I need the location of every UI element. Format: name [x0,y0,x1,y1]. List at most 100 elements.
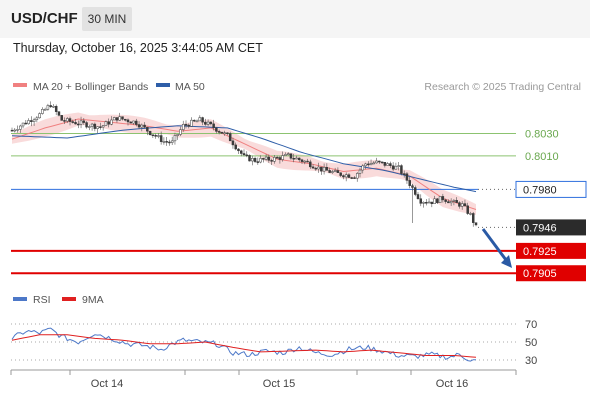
candle-body [297,157,301,161]
candle-body [65,118,69,122]
candle-body [193,119,196,122]
support-label-box [516,242,586,259]
candle-body [143,124,146,128]
candle-body [118,116,121,121]
resistance-label: 0.8010 [525,151,559,163]
candle-body [228,133,232,142]
level-lines [11,133,516,275]
candle-body [422,202,425,204]
rsi-ma-line [11,334,477,358]
candle-body [248,155,251,162]
forecast-arrow [481,228,512,268]
candle-body [322,167,326,172]
candle-body [394,165,398,170]
rsi-tick-label: 70 [525,319,537,331]
candle-body [386,163,389,166]
candle-body [209,121,213,125]
candle-body [383,162,387,166]
candle-body [101,125,105,128]
candle-body [132,120,135,124]
candle-body [16,129,19,131]
level-labels: 0.8030 0.8010 0.7980 0.7946 0.7925 0.7905 [515,129,587,282]
candle-body [303,160,307,163]
candle-body [231,140,235,146]
candle-body [438,196,442,203]
candle-body [77,123,80,126]
candle-body [286,153,290,155]
ma20-legend-swatch [13,83,27,87]
pivot-label: 0.7980 [523,184,557,196]
candle-body [317,166,320,170]
candle-body [90,123,94,127]
rsi-legend-label: RSI [33,294,51,306]
forecast-arrow-head [501,255,512,268]
candle-body [262,158,265,160]
candle-body [21,122,25,127]
candle-body [353,177,356,179]
candle-body [123,118,127,121]
candle-body [378,160,381,163]
rsi-grid: 70 50 30 [11,319,537,367]
candle-body [427,201,431,204]
candle-body [380,161,384,164]
candle-body [372,162,376,165]
candle-body [355,173,359,179]
candle-body [148,130,152,135]
candle-body [234,144,237,150]
candle-body [358,169,362,174]
candle-body [126,119,130,123]
candle-body [284,154,287,156]
candle-body [32,119,36,122]
candle-body [416,194,420,199]
candle-body [460,203,464,207]
candle-body [206,121,210,125]
candle-body [24,122,28,125]
candle-body [195,120,199,123]
candle-body [173,135,177,142]
candle-body [350,177,353,179]
candle-body [217,131,221,133]
x-axis-tick-label: Oct 16 [436,378,468,390]
candle-body [135,120,138,125]
candle-body [212,123,215,129]
candle-body [469,213,472,215]
support-label-box [516,265,586,282]
candle-body [314,167,318,170]
candle-body [159,135,163,142]
timeframe-button[interactable]: 30 MIN [82,7,132,31]
candle-body [405,173,409,181]
bollinger-bands [12,112,476,215]
candle-body [425,202,428,204]
candle-body [400,165,403,174]
candle-body [433,198,436,205]
rsi-panel [11,327,477,362]
candle-body [112,117,116,121]
x-axis-tick-label: Oct 15 [263,378,295,390]
candle-body [184,124,188,126]
candle-body [198,117,202,122]
candle-body [391,165,395,170]
credit-text: Research © 2025 Trading Central [424,81,581,93]
resistance-label: 0.8030 [525,129,559,141]
candle-body [408,180,411,186]
candle-body [35,117,39,121]
candle-body [226,132,229,134]
candle-body [181,124,185,130]
candle-body [436,198,439,203]
top-bar: USD/CHF 30 MIN [0,0,590,38]
ma50-legend-swatch [156,83,170,87]
candle-body [289,153,293,159]
candle-body [325,167,329,171]
candle-body [137,124,141,128]
candle-body [251,158,254,162]
candle-body [187,124,191,127]
candle-body [281,155,284,160]
candle-body [121,116,124,120]
candle-body [295,157,298,160]
candle-body [63,120,66,122]
candle-body [30,120,33,122]
candle-body [471,213,475,223]
candle-body [38,113,41,119]
candle-body [466,205,469,214]
candle-body [239,150,243,154]
